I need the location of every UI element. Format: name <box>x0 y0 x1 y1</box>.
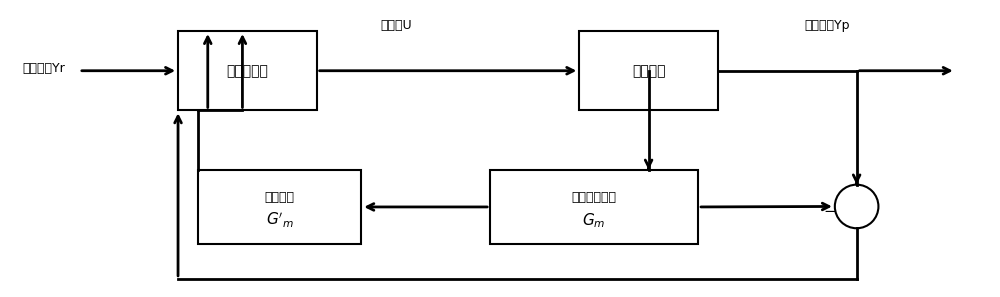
Text: 参考设定Yr: 参考设定Yr <box>23 62 65 75</box>
Bar <box>178 31 317 110</box>
Text: 误差补偿模型: 误差补偿模型 <box>572 191 617 203</box>
Bar <box>490 170 698 244</box>
Circle shape <box>835 185 878 228</box>
Text: 预测模型: 预测模型 <box>265 191 295 203</box>
Text: 预测控制器: 预测控制器 <box>226 64 268 78</box>
Text: 协调系统: 协调系统 <box>632 64 665 78</box>
Text: $G'_m$: $G'_m$ <box>266 211 294 230</box>
Text: 控制量U: 控制量U <box>380 19 412 32</box>
Bar <box>198 170 361 244</box>
Text: $G_m$: $G_m$ <box>582 211 606 230</box>
Bar <box>579 31 718 110</box>
Text: 系统输出Yp: 系统输出Yp <box>804 19 850 32</box>
Text: −: − <box>824 204 836 219</box>
